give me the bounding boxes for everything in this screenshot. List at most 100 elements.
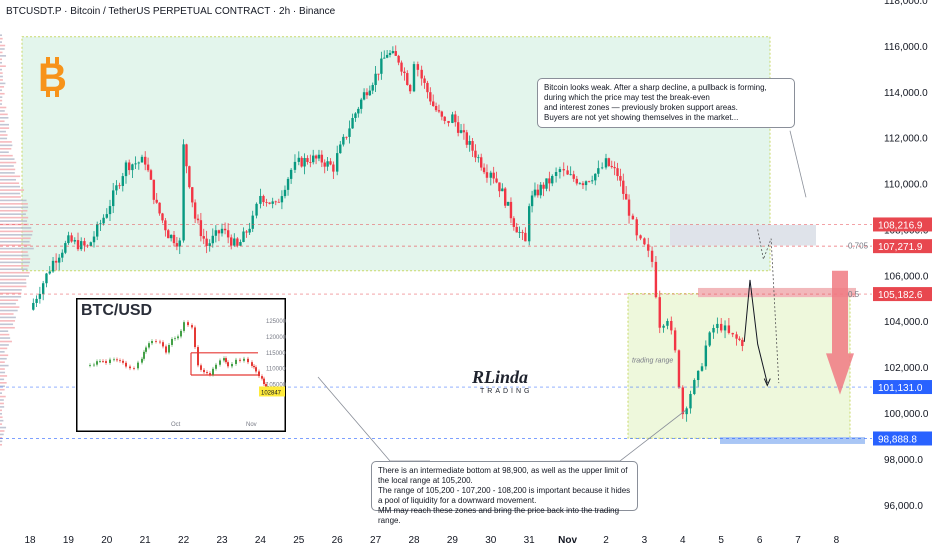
candle-body [689, 394, 691, 408]
candle-body [403, 72, 405, 73]
candle-body [724, 325, 726, 330]
candle-body [134, 163, 136, 164]
volume-profile-bar [0, 124, 9, 126]
candle-body [566, 170, 568, 174]
volume-profile-bar [0, 151, 9, 153]
candle-body [309, 162, 311, 163]
candle-body [369, 91, 371, 96]
candle-body [218, 230, 220, 233]
inset-candle-body [119, 360, 121, 361]
candle-body [227, 230, 229, 237]
volume-profile-bar [0, 351, 5, 353]
x-tick-label: 31 [524, 535, 536, 546]
inset-candle-body [253, 366, 255, 367]
volume-profile-bar [0, 48, 5, 50]
volume-profile-bar [0, 138, 7, 140]
candle-body [284, 190, 286, 196]
inset-candle-body [255, 367, 257, 371]
inset-candle-body [258, 371, 260, 376]
candle-body [480, 157, 482, 167]
volume-profile-bar [0, 127, 9, 129]
volume-profile-bar [0, 262, 30, 264]
range-annotation: trading range [632, 358, 673, 365]
volume-profile-bar [0, 413, 2, 415]
inset-x-tick: Oct [171, 422, 181, 428]
candle-body [182, 144, 184, 240]
candle-body [351, 118, 353, 128]
volume-profile-bar [0, 361, 5, 363]
candle-body [339, 145, 341, 154]
candle-body [348, 128, 350, 137]
candle-body [542, 185, 544, 189]
volume-profile-bar [0, 196, 21, 198]
candle-body [548, 178, 550, 183]
inset-candle-body [215, 365, 217, 369]
inset-candle-body [89, 365, 91, 366]
volume-profile-bar [0, 38, 3, 40]
y-tick-label: 100,000.0 [884, 409, 929, 420]
volume-profile-bar [0, 206, 28, 208]
volume-profile-bar [0, 344, 9, 346]
volume-profile-bar [0, 117, 8, 119]
x-tick-label: 20 [101, 535, 113, 546]
y-tick-label: 118,000.0 [884, 0, 928, 7]
candle-body [406, 73, 408, 85]
volume-profile-bar [0, 103, 2, 105]
inset-candle-body [145, 347, 147, 351]
x-tick-label: 4 [680, 535, 686, 546]
note-line: Buyers are not yet showing themselves in… [544, 113, 788, 123]
inset-candle-body [137, 363, 139, 369]
volume-profile-bar [0, 268, 27, 270]
volume-profile-bar [0, 341, 12, 343]
volume-profile-bar [0, 365, 9, 367]
volume-profile-bar [0, 279, 26, 281]
candle-body [32, 303, 34, 310]
volume-profile-bar [0, 399, 4, 401]
price-axis: 96,000.098,000.0100,000.0102,000.0104,00… [872, 0, 932, 550]
candle-body [716, 324, 718, 328]
brand-sub: TRADING [472, 388, 542, 395]
note-line: and interest zones — previously broken s… [544, 103, 788, 113]
volume-profile-bar [0, 406, 4, 408]
candle-body [58, 258, 60, 263]
candle-body [678, 350, 680, 387]
volume-profile-bar [0, 337, 10, 339]
volume-profile-bar [0, 107, 6, 109]
inset-candle-body [116, 359, 118, 360]
volume-profile-bar [0, 258, 30, 260]
candle-body [380, 59, 382, 74]
candle-body [83, 241, 85, 245]
candle-body [441, 112, 443, 117]
candle-body [460, 130, 462, 133]
candle-body [203, 236, 205, 239]
inset-candle-body [180, 331, 182, 337]
volume-profile-bar [0, 310, 18, 312]
x-tick-label: 27 [370, 535, 382, 546]
inset-candle-body [191, 325, 193, 327]
volume-profile-bar [0, 379, 4, 381]
inset-candle-body [109, 360, 111, 363]
volume-profile-bar [0, 100, 2, 102]
candle-body [741, 340, 743, 346]
candle-body [429, 92, 431, 101]
candle-body [524, 233, 526, 241]
candle-body [42, 283, 44, 294]
candle-body [115, 185, 117, 190]
volume-profile-bar [0, 89, 2, 91]
candle-body [357, 109, 359, 114]
inset-candle-body [203, 370, 205, 372]
candle-body [576, 179, 578, 184]
candle-body [45, 274, 47, 284]
volume-profile-bar [0, 172, 15, 174]
candle-body [693, 380, 695, 394]
volume-profile-bar [0, 182, 19, 184]
volume-profile-bar [0, 420, 3, 422]
candle-body [639, 235, 641, 238]
candle-body [555, 172, 557, 176]
candle-body [324, 162, 326, 166]
volume-profile-bar [0, 237, 31, 239]
candle-body [708, 332, 710, 345]
candle-body [102, 218, 104, 224]
volume-profile-bar [0, 145, 12, 147]
price-tag-label: 98,888.8 [878, 434, 917, 445]
